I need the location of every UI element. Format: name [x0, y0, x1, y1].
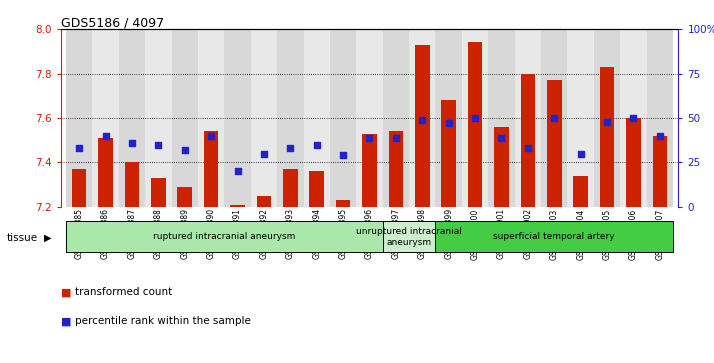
Text: superficial temporal artery: superficial temporal artery — [493, 232, 615, 241]
Point — [548, 115, 560, 121]
Bar — [647, 29, 673, 207]
Text: ■: ■ — [61, 287, 71, 297]
Bar — [620, 29, 647, 207]
Bar — [231, 205, 245, 207]
Bar — [119, 29, 145, 207]
Bar — [568, 29, 594, 207]
Point — [575, 151, 586, 156]
Point — [601, 119, 613, 125]
Point — [654, 133, 665, 139]
Point — [469, 115, 481, 121]
Bar — [145, 29, 171, 207]
Bar — [415, 45, 430, 207]
Bar — [547, 80, 561, 207]
Bar — [336, 200, 351, 207]
Point — [179, 147, 191, 153]
Bar — [256, 196, 271, 207]
Point — [100, 133, 111, 139]
Text: GDS5186 / 4097: GDS5186 / 4097 — [61, 16, 164, 29]
Bar — [171, 29, 198, 207]
Bar — [441, 100, 456, 207]
Bar — [436, 29, 462, 207]
Point — [522, 145, 533, 151]
Bar — [224, 29, 251, 207]
Bar — [515, 29, 541, 207]
Bar — [356, 29, 383, 207]
Bar — [198, 29, 224, 207]
Text: ruptured intracranial aneurysm: ruptured intracranial aneurysm — [153, 232, 296, 241]
Point — [416, 117, 428, 123]
Point — [153, 142, 164, 147]
Point — [232, 168, 243, 174]
Bar — [462, 29, 488, 207]
Bar — [151, 178, 166, 207]
Bar — [383, 221, 436, 252]
Point — [206, 133, 217, 139]
Bar — [594, 29, 620, 207]
Text: percentile rank within the sample: percentile rank within the sample — [75, 316, 251, 326]
Bar — [521, 73, 535, 207]
Bar — [541, 29, 568, 207]
Point — [338, 152, 349, 158]
Bar — [309, 171, 324, 207]
Bar — [436, 221, 673, 252]
Point — [74, 145, 85, 151]
Bar — [330, 29, 356, 207]
Bar — [494, 127, 508, 207]
Bar — [388, 131, 403, 207]
Point — [628, 115, 639, 121]
Bar — [66, 29, 92, 207]
Text: ▶: ▶ — [44, 233, 52, 243]
Point — [311, 142, 323, 147]
Point — [443, 121, 454, 126]
Bar — [600, 67, 614, 207]
Bar — [283, 169, 298, 207]
Bar — [468, 42, 483, 207]
Bar — [653, 136, 667, 207]
Bar — [125, 162, 139, 207]
Bar — [178, 187, 192, 207]
Text: unruptured intracranial
aneurysm: unruptured intracranial aneurysm — [356, 227, 462, 246]
Bar — [99, 138, 113, 207]
Bar — [303, 29, 330, 207]
Bar — [573, 176, 588, 207]
Point — [258, 151, 270, 156]
Point — [285, 145, 296, 151]
Text: ■: ■ — [61, 316, 71, 326]
Bar — [204, 131, 218, 207]
Bar — [626, 118, 640, 207]
Bar — [251, 29, 277, 207]
Bar — [362, 134, 377, 207]
Text: transformed count: transformed count — [75, 287, 172, 297]
Bar — [488, 29, 515, 207]
Point — [363, 135, 375, 140]
Point — [126, 140, 138, 146]
Bar — [72, 169, 86, 207]
Bar — [383, 29, 409, 207]
Bar — [92, 29, 119, 207]
Bar — [277, 29, 303, 207]
Point — [496, 135, 507, 140]
Bar — [66, 221, 383, 252]
Text: tissue: tissue — [7, 233, 39, 243]
Bar — [409, 29, 436, 207]
Point — [390, 135, 401, 140]
